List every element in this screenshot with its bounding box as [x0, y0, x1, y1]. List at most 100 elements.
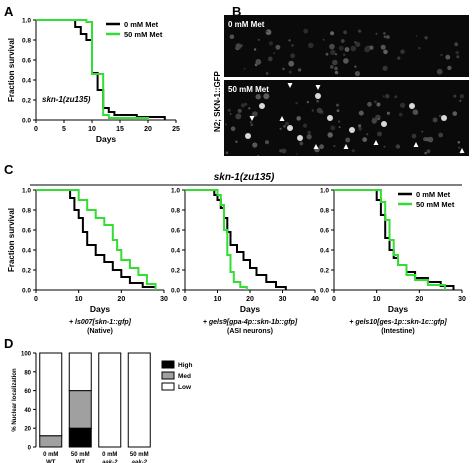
panel-letter-d: D [4, 336, 13, 351]
gfp-speck [398, 112, 403, 117]
gfp-speck [426, 149, 431, 154]
y-tick-label: 0.6 [22, 58, 31, 65]
gfp-speck [252, 111, 258, 117]
gfp-speck [364, 46, 371, 53]
gfp-speck [263, 93, 270, 100]
gfp-speck [283, 125, 286, 128]
nucleus-arrow [413, 142, 419, 147]
x-tick-label: 20 [246, 296, 254, 303]
gfp-speck [386, 111, 390, 115]
legend-label: High [178, 362, 192, 369]
gfp-speck [358, 124, 362, 128]
gfp-speck [354, 41, 357, 44]
category-label: 50 mM [130, 452, 149, 458]
gfp-speck [454, 42, 459, 47]
gfp-speck [335, 53, 337, 56]
gfp-speck [279, 149, 283, 153]
gfp-speck [330, 125, 336, 131]
gfp-speck [248, 107, 251, 110]
gfp-speck [296, 153, 298, 155]
series-line-control [36, 19, 166, 120]
nucleus-arrow [315, 85, 321, 90]
legend-label: 0 mM Met [124, 20, 159, 29]
gfp-speck [243, 67, 246, 70]
y-tick-label: 0.4 [22, 78, 31, 85]
gfp-speck [329, 43, 335, 50]
x-axis-label: Days [96, 134, 117, 144]
gfp-speck [358, 29, 362, 33]
y-tick-label: 0.4 [22, 248, 31, 255]
panel-b: 0 mM Met 50 mM Met N2; SKN-1::GFP [213, 15, 469, 160]
gfp-nucleus [381, 121, 387, 127]
gfp-speck [297, 68, 302, 72]
gfp-speck [342, 53, 346, 56]
chart-c1: 0.0 0.2 0.4 0.6 0.8 1.0 0 10 20 30 Days Fraction su… [7, 188, 168, 336]
series-line-metformin [185, 189, 248, 290]
gfp-speck [268, 41, 273, 46]
y-axis-label: Fraction survival [7, 208, 16, 272]
gfp-speck [453, 94, 457, 98]
gfp-speck [336, 109, 340, 112]
gfp-speck [235, 43, 242, 50]
gfp-speck [421, 130, 424, 133]
gfp-speck [344, 47, 350, 52]
gfp-speck [291, 44, 294, 47]
series-line-control [185, 189, 287, 290]
gfp-speck [235, 113, 242, 120]
x-tick-label: 10 [373, 296, 381, 303]
series-line-metformin [36, 189, 157, 290]
y-tick-label: 40 [24, 408, 31, 414]
gfp-speck [377, 118, 380, 120]
legend-label: Low [178, 384, 192, 391]
gfp-speck [306, 100, 310, 104]
gfp-speck [366, 133, 369, 136]
gfp-speck [255, 94, 261, 100]
gfp-speck [367, 101, 372, 107]
y-axis-label: Fraction survival [7, 38, 16, 102]
gfp-speck [447, 65, 452, 71]
gfp-speck [425, 137, 430, 142]
gfp-speck [343, 30, 347, 35]
gfp-speck [345, 137, 351, 143]
gfp-speck [440, 53, 443, 57]
x-tick-label: 0 [34, 296, 38, 303]
microscopy-image-metformin [224, 80, 469, 156]
legend-label: 50 mM Met [416, 200, 455, 209]
gfp-speck [265, 29, 272, 36]
gfp-speck [267, 56, 273, 62]
gfp-speck [321, 110, 323, 113]
gfp-speck [307, 130, 312, 135]
gfp-nuclei [245, 93, 447, 141]
gfp-speck [358, 127, 362, 131]
x-tick-label: 0 [183, 296, 187, 303]
y-tick-label: 0.0 [171, 288, 180, 295]
gfp-speck [358, 110, 364, 116]
nucleus-arrow [287, 83, 293, 88]
nucleus-arrow [343, 144, 349, 149]
y-tick-label: 1.0 [22, 188, 31, 195]
bar-segment-med [68, 390, 92, 429]
strain-caption: + gels10[ges-1p::skn-1c::gfp] [349, 319, 447, 326]
gfp-speck [255, 59, 262, 65]
gfp-speck [333, 145, 336, 148]
gfp-speck [386, 35, 390, 39]
chart-annotation: skn-1(zu135) [42, 95, 91, 104]
nucleus-arrow [279, 116, 285, 121]
tissue-caption: (Intestine) [381, 328, 414, 335]
gfp-speck [397, 56, 401, 60]
gfp-speck [354, 65, 357, 68]
gfp-speck [415, 35, 418, 37]
gfp-speck [455, 50, 459, 55]
gfp-speck [394, 95, 398, 99]
gfp-speck [362, 137, 368, 143]
image-side-label: N2; SKN-1::GFP [213, 70, 222, 132]
y-tick-label: 0.8 [22, 208, 31, 215]
bar-segment-low [98, 352, 122, 448]
gfp-speck [330, 49, 336, 55]
chart-c2: 0.0 0.2 0.4 0.6 0.8 1.0 0 10 20 30 40 Days + gels9[g… [171, 188, 319, 336]
gfp-speck [330, 31, 335, 36]
y-tick-label: 0.2 [22, 98, 31, 105]
gfp-speck [395, 144, 401, 149]
gfp-speck [311, 109, 314, 112]
